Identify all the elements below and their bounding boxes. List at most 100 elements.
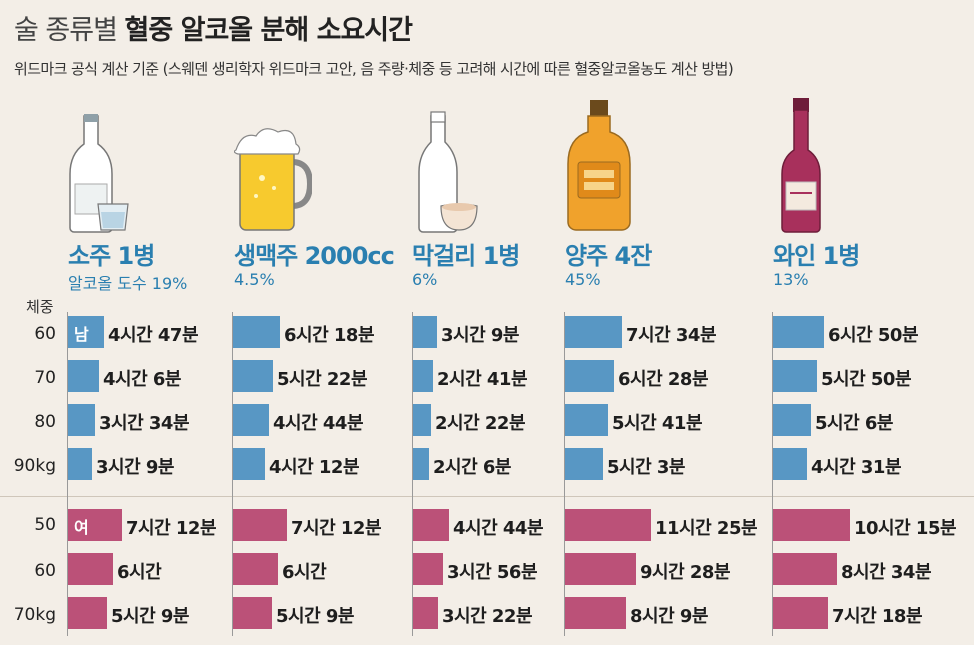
male-bar-value: 5시간 6분 [815, 413, 894, 434]
column-axis-line [67, 312, 68, 636]
male-bar [68, 404, 95, 436]
female-bar-value: 6시간 [117, 562, 162, 583]
female-bar [233, 509, 287, 541]
female-bar-value: 3시간 22분 [442, 606, 533, 627]
female-bar-value: 5시간 9분 [111, 606, 190, 627]
weight-label-male: 90kg [13, 456, 56, 476]
title-bold: 혈중 알코올 분해 소요시간 [124, 15, 413, 46]
female-bar [773, 597, 828, 629]
female-bar [233, 553, 278, 585]
female-bar-value: 7시간 12분 [126, 518, 217, 539]
male-bar [565, 404, 608, 436]
male-bar [233, 448, 265, 480]
male-bar [233, 404, 269, 436]
title-light: 술 종류별 [14, 15, 118, 46]
female-bar [68, 509, 122, 541]
male-bar [773, 360, 817, 392]
female-bar-value: 8시간 9분 [630, 606, 709, 627]
female-bar-value: 9시간 28분 [640, 562, 731, 583]
male-bar-value: 5시간 41분 [612, 413, 703, 434]
gender-separator [0, 496, 974, 497]
male-bar [565, 316, 622, 348]
drink-title-makgeolli: 막걸리 1병 [412, 242, 520, 270]
male-bar [565, 360, 614, 392]
male-bar-value: 6시간 18분 [284, 325, 375, 346]
male-bar [565, 448, 603, 480]
male-bar [773, 316, 824, 348]
male-bar-value: 4시간 47분 [108, 325, 199, 346]
female-bar [773, 553, 837, 585]
female-bar [68, 553, 113, 585]
column-axis-line [772, 312, 773, 636]
weight-label-female: 70kg [13, 605, 56, 625]
male-bar-value: 5시간 3분 [607, 457, 686, 478]
female-bar [413, 509, 449, 541]
female-bar [565, 553, 636, 585]
drink-abv-soju: 알코올 도수 19% [68, 274, 188, 293]
chart-subtitle: 위드마크 공식 계산 기준 (스웨덴 생리학자 위드마크 고안, 음 주량·체중… [14, 60, 734, 78]
female-bar [68, 597, 107, 629]
male-bar [413, 448, 429, 480]
male-bar-value: 2시간 6분 [433, 457, 512, 478]
female-badge: 여 [74, 518, 89, 537]
female-bar-value: 5시간 9분 [276, 606, 355, 627]
male-bar-value: 7시간 34분 [626, 325, 717, 346]
female-bar [233, 597, 272, 629]
female-bar-value: 6시간 [282, 562, 327, 583]
drink-title-beer: 생맥주 2000cc [234, 242, 395, 270]
male-bar-value: 3시간 9분 [96, 457, 175, 478]
female-bar [565, 509, 651, 541]
male-bar [233, 360, 273, 392]
male-bar [233, 316, 280, 348]
drink-title-whiskey: 양주 4잔 [565, 242, 652, 270]
male-bar [68, 316, 104, 348]
male-bar [68, 360, 99, 392]
female-bar-value: 11시간 25분 [655, 518, 758, 539]
weight-axis-caption: 체중 [26, 298, 54, 316]
male-bar-value: 5시간 50분 [821, 369, 912, 390]
female-bar [413, 553, 443, 585]
male-bar [413, 316, 437, 348]
weight-label-female: 50 [34, 515, 56, 535]
male-bar [773, 448, 807, 480]
column-axis-line [232, 312, 233, 636]
weight-label-male: 60 [34, 324, 56, 344]
male-bar-value: 4시간 44분 [273, 413, 364, 434]
female-bar-value: 8시간 34분 [841, 562, 932, 583]
male-bar-value: 3시간 9분 [441, 325, 520, 346]
male-bar [68, 448, 92, 480]
drink-abv-beer: 4.5% [234, 270, 275, 289]
makgeolli-bottle-icon [418, 111, 478, 233]
wine-bottle-icon [781, 98, 821, 233]
male-bar-value: 4시간 12분 [269, 457, 360, 478]
male-bar [773, 404, 811, 436]
female-bar-value: 4시간 44분 [453, 518, 544, 539]
male-bar-value: 2시간 22분 [435, 413, 526, 434]
drink-abv-wine: 13% [773, 270, 809, 289]
soju-bottle-icon [69, 114, 129, 233]
weight-label-male: 70 [34, 368, 56, 388]
female-bar-value: 10시간 15분 [854, 518, 957, 539]
male-bar-value: 5시간 22분 [277, 369, 368, 390]
drink-abv-makgeolli: 6% [412, 270, 438, 289]
female-bar [565, 597, 626, 629]
chart-title: 술 종류별 혈중 알코올 분해 소요시간 [14, 8, 413, 47]
beer-mug-icon [234, 128, 312, 231]
male-bar [413, 404, 431, 436]
female-bar [413, 597, 438, 629]
weight-label-female: 60 [34, 561, 56, 581]
column-axis-line [412, 312, 413, 636]
whiskey-bottle-icon [567, 100, 631, 231]
male-bar-value: 4시간 31분 [811, 457, 902, 478]
female-bar [773, 509, 850, 541]
male-bar-value: 6시간 28분 [618, 369, 709, 390]
male-badge: 남 [74, 325, 89, 344]
female-bar-value: 3시간 56분 [447, 562, 538, 583]
male-bar-value: 2시간 41분 [437, 369, 528, 390]
male-bar-value: 6시간 50분 [828, 325, 919, 346]
weight-label-male: 80 [34, 412, 56, 432]
drink-title-wine: 와인 1병 [773, 242, 860, 270]
male-bar [413, 360, 433, 392]
drink-abv-whiskey: 45% [565, 270, 601, 289]
male-bar-value: 4시간 6분 [103, 369, 182, 390]
